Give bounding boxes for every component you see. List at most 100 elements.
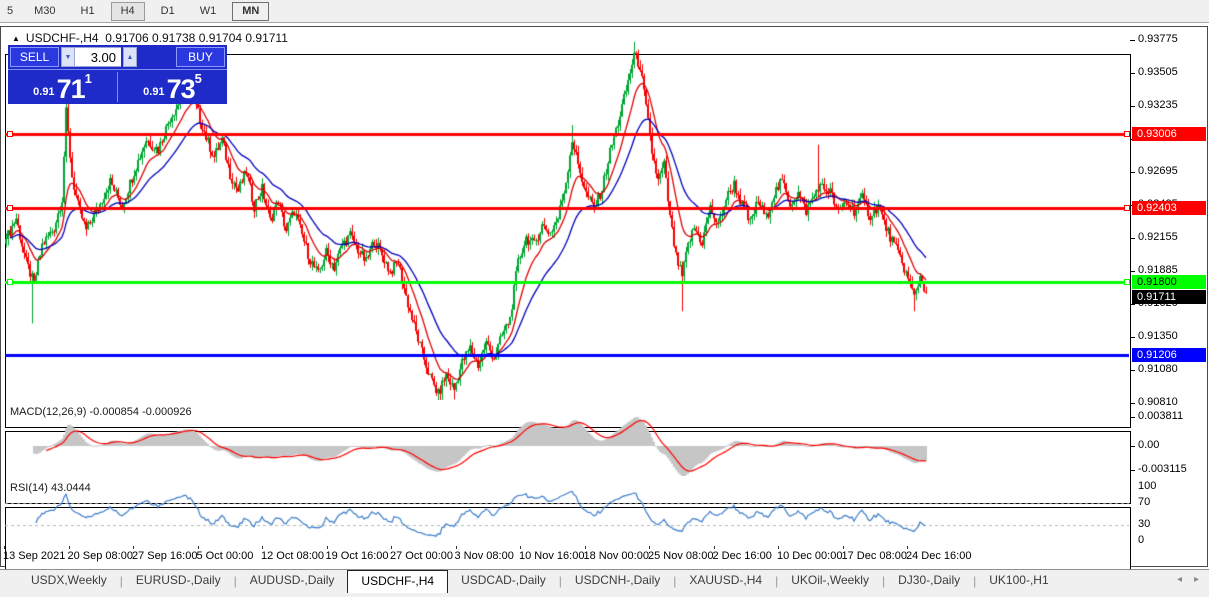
time-axis-label: 17 Dec 08:00 bbox=[841, 550, 907, 562]
time-tick-mark bbox=[713, 546, 715, 549]
chevron-down-icon: ▼ bbox=[64, 53, 72, 61]
time-tick-mark bbox=[197, 546, 199, 549]
sell-price-pip: 1 bbox=[84, 71, 92, 86]
time-axis-label: 12 Oct 08:00 bbox=[261, 550, 324, 562]
tab-separator: | bbox=[558, 574, 562, 588]
level-price-label[interactable]: 0.91800 bbox=[1132, 274, 1206, 289]
price-tick-mark bbox=[1130, 238, 1135, 240]
rsi-tick-label: 0 bbox=[1137, 534, 1146, 546]
macd-tick-mark bbox=[1130, 446, 1135, 447]
chart-tab-ukoil-weekly[interactable]: UKOil-,Weekly bbox=[791, 573, 869, 587]
buy-price-big: 73 bbox=[166, 74, 196, 104]
time-axis-label: 27 Oct 00:00 bbox=[390, 550, 453, 562]
chart-tab-usdx-weekly[interactable]: USDX,Weekly bbox=[31, 573, 107, 587]
macd-indicator-canvas[interactable] bbox=[5, 405, 1129, 476]
time-tick-mark bbox=[778, 546, 779, 549]
sell-price[interactable]: 0.91 71 1 bbox=[8, 70, 117, 104]
macd-tick-mark bbox=[1130, 417, 1135, 418]
time-tick-mark bbox=[262, 546, 263, 549]
timeframe-button-m30[interactable]: M30 bbox=[34, 4, 56, 17]
time-axis-label: 27 Sep 16:00 bbox=[132, 550, 198, 562]
macd-tick-label: 0.003811 bbox=[1137, 410, 1185, 422]
rsi-indicator-label: RSI(14) 43.0444 bbox=[10, 482, 91, 494]
time-tick-mark bbox=[391, 546, 392, 549]
tab-scroll-arrows: ◂ ▸ bbox=[1177, 574, 1199, 585]
sell-price-prefix: 0.91 bbox=[33, 86, 55, 98]
chart-tab-dj30-daily[interactable]: DJ30-,Daily bbox=[898, 573, 961, 587]
volume-increase-button[interactable]: ▲ bbox=[123, 47, 137, 67]
time-tick-mark bbox=[4, 546, 5, 549]
chart-tab-usdcnh-daily[interactable]: USDCNH-,Daily bbox=[574, 573, 661, 587]
level-line-handle[interactable] bbox=[7, 204, 13, 211]
level-price-label[interactable]: 0.92403 bbox=[1132, 200, 1206, 215]
buy-price-pip: 5 bbox=[194, 71, 202, 86]
timeframe-button-d1[interactable]: D1 bbox=[160, 4, 175, 17]
price-tick-label: 0.93505 bbox=[1137, 66, 1179, 79]
time-axis-label: 3 Nov 08:00 bbox=[454, 550, 514, 562]
volume-decrease-button[interactable]: ▼ bbox=[61, 47, 75, 67]
time-tick-mark bbox=[907, 546, 908, 549]
macd-tick-label: -0.003115 bbox=[1137, 462, 1188, 475]
sell-button[interactable]: SELL bbox=[10, 47, 59, 67]
price-tick-mark bbox=[1130, 303, 1135, 305]
price-tick-mark bbox=[1130, 271, 1135, 273]
level-line-handle[interactable] bbox=[7, 278, 13, 285]
time-tick-mark bbox=[842, 546, 844, 549]
level-line-handle[interactable] bbox=[7, 131, 13, 138]
rsi-tick-label: 100 bbox=[1137, 480, 1158, 492]
price-tick-label: 0.93235 bbox=[1137, 99, 1179, 112]
rsi-tick-label: 70 bbox=[1137, 496, 1152, 509]
timeframe-button-mn[interactable]: MN bbox=[232, 1, 270, 21]
chart-tab-xauusd-h4[interactable]: XAUUSD-,H4 bbox=[689, 573, 763, 587]
price-tick-mark bbox=[1130, 403, 1135, 404]
buy-price[interactable]: 0.91 73 5 bbox=[118, 70, 227, 104]
level-line-handle[interactable] bbox=[1124, 131, 1130, 138]
price-tick-mark bbox=[1130, 106, 1135, 108]
time-tick-mark bbox=[455, 546, 457, 549]
time-axis-label: 19 Oct 16:00 bbox=[325, 550, 389, 562]
chart-tab-usdchf-h4[interactable]: USDCHF-,H4 bbox=[347, 570, 449, 593]
chart-tabs: USDX,Weekly | EURUSD-,Daily | AUDUSD-,Daily U… bbox=[18, 570, 1062, 593]
chart-tab-uk100-h1[interactable]: UK100-,H1 bbox=[989, 573, 1049, 587]
buy-button[interactable]: BUY bbox=[176, 47, 225, 67]
time-tick-mark bbox=[584, 546, 586, 549]
price-tick-label: 0.93775 bbox=[1137, 33, 1179, 45]
time-tick-mark bbox=[133, 546, 134, 549]
macd-tick-mark bbox=[1130, 469, 1135, 471]
chevron-up-icon: ▲ bbox=[126, 53, 134, 61]
tab-separator: | bbox=[233, 574, 237, 588]
price-tick-mark bbox=[1130, 73, 1135, 75]
timeframe-button-w1[interactable]: W1 bbox=[199, 4, 217, 17]
timeframe-button-5[interactable]: 5 bbox=[7, 4, 14, 17]
level-price-label[interactable]: 0.93006 bbox=[1132, 127, 1206, 142]
chart-title: ▲ USDCHF-,H4 0.91706 0.91738 0.91704 0.91… bbox=[12, 31, 288, 45]
price-tick-label: 0.91080 bbox=[1137, 362, 1179, 375]
timeframe-button-h4[interactable]: H4 bbox=[110, 1, 145, 21]
time-axis-label: 10 Nov 16:00 bbox=[519, 550, 585, 562]
price-tick-mark bbox=[1130, 369, 1135, 371]
level-line-handle[interactable] bbox=[1124, 278, 1130, 285]
collapse-panel-triangle-icon[interactable]: ▲ bbox=[12, 34, 20, 43]
tab-separator: | bbox=[881, 574, 886, 588]
time-tick-mark bbox=[520, 546, 521, 549]
chart-tab-usdcad-daily[interactable]: USDCAD-,Daily bbox=[461, 573, 546, 587]
time-axis-label: 5 Oct 00:00 bbox=[196, 550, 254, 562]
volume-input[interactable]: 3.00 bbox=[75, 47, 121, 67]
level-line-handle[interactable] bbox=[1124, 204, 1130, 211]
price-tick-mark bbox=[1130, 172, 1135, 174]
chart-tab-eurusd-daily[interactable]: EURUSD-,Daily bbox=[135, 573, 221, 587]
tabs-scroll-right-icon[interactable]: ▸ bbox=[1193, 574, 1199, 585]
time-axis-label: 20 Sep 08:00 bbox=[67, 550, 133, 562]
time-axis-label: 25 Nov 08:00 bbox=[648, 550, 714, 562]
sell-price-big: 71 bbox=[56, 74, 86, 104]
chart-tab-audusd-daily[interactable]: AUDUSD-,Daily bbox=[249, 573, 335, 587]
current-price-label: 0.91711 bbox=[1132, 289, 1206, 304]
time-axis-label: 24 Dec 16:00 bbox=[906, 550, 972, 562]
trade-controls-row: SELL ▼ 3.00 ▲ BUY bbox=[8, 45, 227, 70]
tabs-scroll-left-icon[interactable]: ◂ bbox=[1176, 574, 1182, 585]
rsi-indicator-canvas[interactable] bbox=[5, 481, 1129, 544]
time-axis-label: 2 Dec 16:00 bbox=[712, 550, 772, 562]
timeframe-button-h1[interactable]: H1 bbox=[80, 4, 95, 17]
level-price-label[interactable]: 0.91206 bbox=[1132, 347, 1206, 362]
